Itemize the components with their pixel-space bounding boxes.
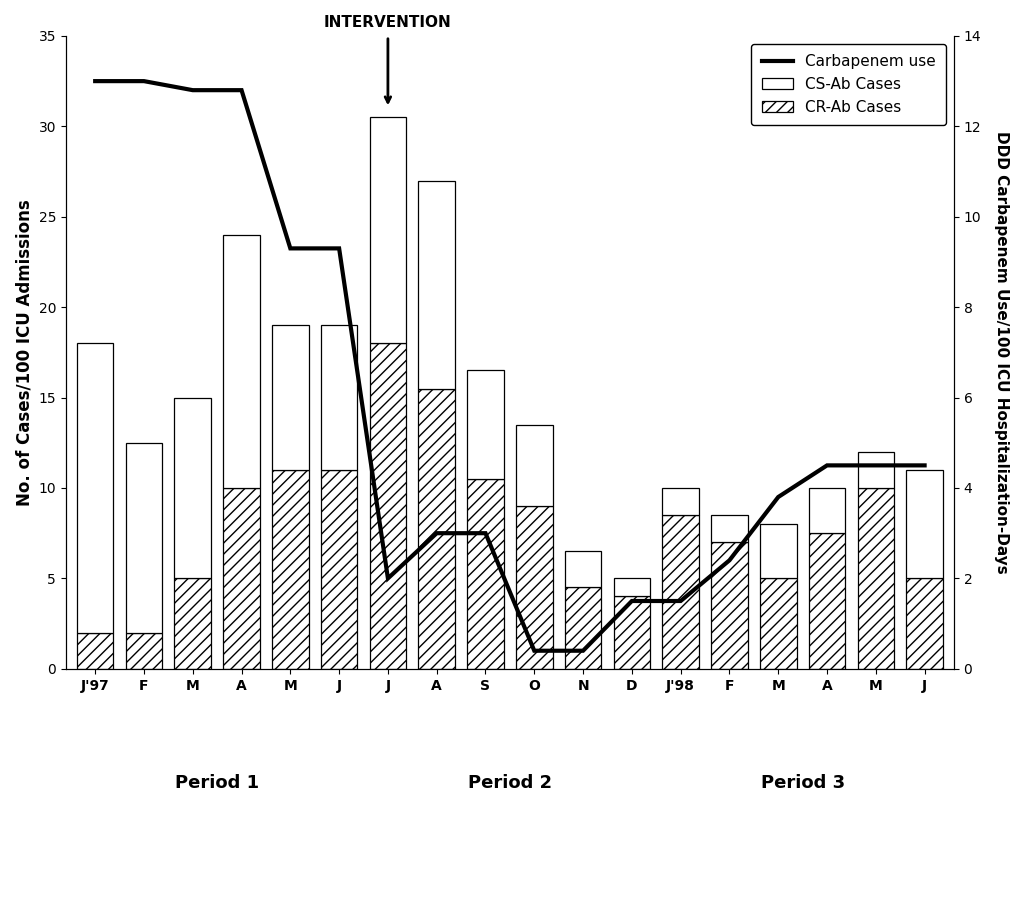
Bar xyxy=(711,515,748,542)
Bar xyxy=(467,479,504,669)
Bar xyxy=(174,397,211,579)
Text: Period 2: Period 2 xyxy=(468,774,552,792)
Bar xyxy=(272,470,308,669)
Bar xyxy=(809,488,846,533)
Bar xyxy=(711,542,748,669)
Y-axis label: No. of Cases/100 ICU Admissions: No. of Cases/100 ICU Admissions xyxy=(15,199,33,506)
Bar xyxy=(565,588,601,669)
Bar xyxy=(565,552,601,588)
Bar xyxy=(419,180,455,388)
Bar xyxy=(760,524,797,579)
Bar xyxy=(809,533,846,669)
Bar xyxy=(467,370,504,479)
Bar xyxy=(223,488,260,669)
Bar xyxy=(516,424,553,506)
Bar xyxy=(77,344,114,632)
Bar xyxy=(272,326,308,470)
Bar xyxy=(663,488,699,515)
Y-axis label: DDD Carbapenem Use/100 ICU Hospitalization-Days: DDD Carbapenem Use/100 ICU Hospitalizati… xyxy=(994,131,1009,574)
Bar xyxy=(516,506,553,669)
Bar xyxy=(174,579,211,669)
Bar xyxy=(321,326,357,470)
Text: INTERVENTION: INTERVENTION xyxy=(324,15,452,30)
Legend: Carbapenem use, CS-Ab Cases, CR-Ab Cases: Carbapenem use, CS-Ab Cases, CR-Ab Cases xyxy=(752,44,946,126)
Bar xyxy=(370,344,407,669)
Bar xyxy=(370,118,407,344)
Bar xyxy=(663,515,699,669)
Text: Period 1: Period 1 xyxy=(175,774,259,792)
Bar xyxy=(77,632,114,669)
Bar xyxy=(906,579,943,669)
Bar xyxy=(857,452,894,488)
Bar xyxy=(613,579,650,597)
Bar xyxy=(906,470,943,579)
Bar xyxy=(321,470,357,669)
Bar xyxy=(857,488,894,669)
Bar xyxy=(760,579,797,669)
Bar xyxy=(126,632,162,669)
Bar xyxy=(223,235,260,488)
Bar xyxy=(613,597,650,669)
Bar xyxy=(126,443,162,632)
Bar xyxy=(419,388,455,669)
Text: Period 3: Period 3 xyxy=(761,774,845,792)
